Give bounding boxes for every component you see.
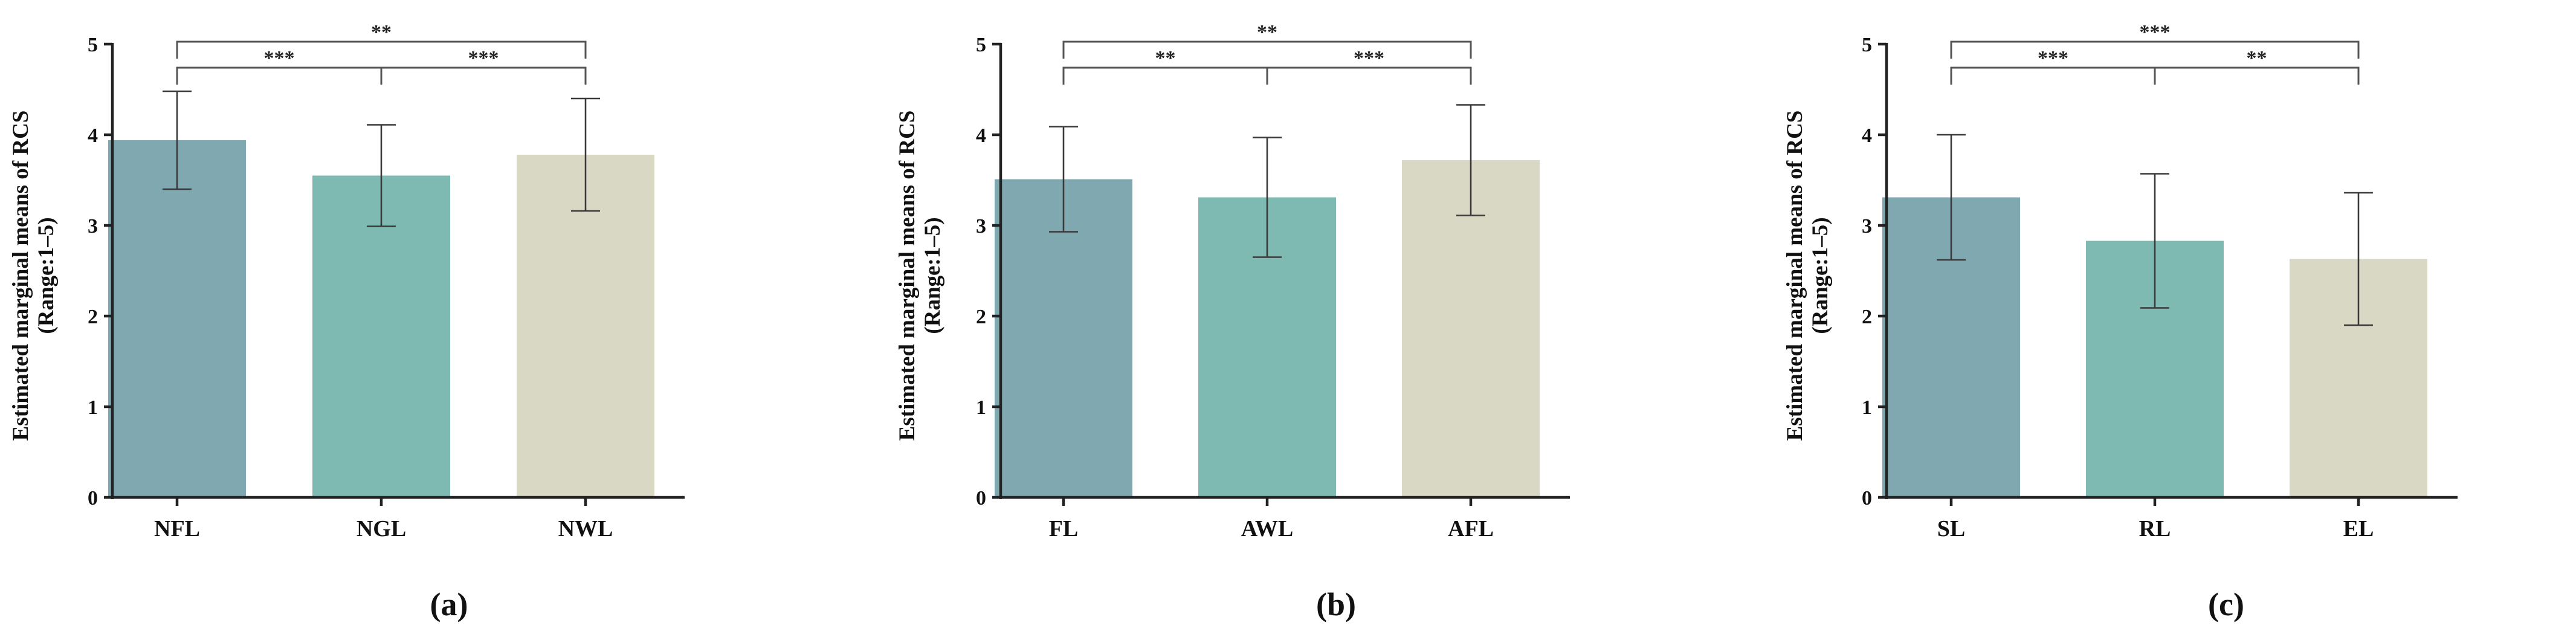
y-tick-label: 2	[1862, 306, 1872, 328]
y-tick-label: 3	[88, 215, 98, 238]
significance-bracket-line	[1266, 66, 1472, 85]
y-tick-label: 1	[976, 396, 986, 419]
significance-bracket-line	[176, 40, 587, 59]
y-axis-title-line2: (Range:1–5)	[1808, 217, 1833, 334]
significance-bracket-line	[176, 66, 383, 85]
significance-bracket-line	[380, 66, 587, 85]
chart-panel-2: 0 1 2 3 4 5 FL AWL AFL Estimated marginal means o…	[895, 21, 1570, 622]
panel-label: (a)	[430, 586, 468, 622]
error-bar-awl	[1253, 137, 1282, 258]
bar-afl	[1402, 160, 1540, 497]
significance-bracket: **	[1062, 47, 1268, 85]
error-bar-rl	[2140, 173, 2169, 309]
significance-bracket: ***	[176, 47, 383, 85]
y-axis-title-line2: (Range:1–5)	[34, 217, 59, 334]
significance-bracket-line	[1062, 40, 1472, 59]
y-tick-label: 4	[1862, 124, 1872, 147]
y-axis-title-line1: Estimated marginal means of RCS	[1783, 111, 1807, 441]
x-tick-label-awl: AWL	[1241, 516, 1294, 542]
significance-label: ***	[2140, 21, 2171, 44]
y-axis-title-line1: Estimated marginal means of RCS	[8, 111, 33, 441]
x-tick-label-fl: FL	[1049, 516, 1079, 542]
error-bar-nwl	[571, 97, 600, 212]
y-tick-label: 4	[976, 124, 986, 147]
significance-bracket: ***	[1950, 21, 2360, 59]
significance-label: **	[1257, 21, 1277, 44]
x-tick-label-nfl: NFL	[154, 516, 200, 542]
chart-panel-3: 0 1 2 3 4 5 SL RL EL Estimated marginal means of …	[1783, 21, 2458, 622]
significance-bracket-line	[2154, 66, 2360, 85]
x-tick-label-el: EL	[2343, 516, 2374, 542]
bar-ngl	[312, 175, 450, 497]
x-tick-label-afl: AFL	[1448, 516, 1494, 542]
y-tick-label: 1	[1862, 396, 1872, 419]
y-tick-label: 5	[88, 34, 98, 56]
error-bar-nfl	[163, 90, 192, 190]
error-bar-afl	[1456, 104, 1485, 216]
significance-label: ***	[2038, 47, 2068, 70]
significance-bracket-line	[1950, 66, 2156, 85]
significance-label: ***	[468, 47, 499, 70]
significance-label: **	[2247, 47, 2267, 70]
significance-bracket: ***	[1950, 47, 2156, 85]
y-axis-title-line2: (Range:1–5)	[920, 217, 945, 334]
y-tick-label: 0	[976, 487, 986, 509]
y-tick-label: 5	[1862, 34, 1872, 56]
significance-bracket-line	[1062, 66, 1268, 85]
y-tick-label: 5	[976, 34, 986, 56]
y-tick-label: 2	[976, 306, 986, 328]
significance-bracket: ***	[1266, 47, 1472, 85]
significance-bracket: ***	[380, 47, 587, 85]
significance-bracket: **	[2154, 47, 2360, 85]
x-tick-label-sl: SL	[1937, 516, 1965, 542]
chart-panel-1: 0 1 2 3 4 5 NFL NGL NWL Estimated marginal means …	[8, 21, 685, 622]
y-axis-title-line1: Estimated marginal means of RCS	[895, 111, 920, 441]
x-tick-label-nwl: NWL	[558, 516, 613, 542]
significance-bracket-line	[1950, 40, 2360, 59]
error-bar-el	[2344, 192, 2373, 326]
y-tick-label: 3	[976, 215, 986, 238]
significance-label: ***	[1354, 47, 1384, 70]
error-bar-ngl	[367, 124, 396, 227]
x-tick-label-rl: RL	[2139, 516, 2171, 542]
significance-label: **	[1155, 47, 1176, 70]
y-tick-label: 3	[1862, 215, 1872, 238]
bar-nfl	[108, 140, 246, 497]
panel-label: (c)	[2208, 586, 2244, 622]
y-tick-label: 4	[88, 124, 98, 147]
bar-nwl	[517, 155, 654, 497]
significance-label: **	[371, 21, 392, 44]
error-bar-fl	[1049, 126, 1078, 233]
x-tick-label-ngl: NGL	[357, 516, 406, 542]
significance-label: ***	[264, 47, 295, 70]
panel-label: (b)	[1316, 586, 1356, 622]
significance-bracket: **	[176, 21, 587, 59]
error-bar-sl	[1937, 134, 1966, 261]
y-tick-label: 0	[88, 487, 98, 509]
y-tick-label: 0	[1862, 487, 1872, 509]
significance-bracket: **	[1062, 21, 1472, 59]
y-tick-label: 1	[88, 396, 98, 419]
y-tick-label: 2	[88, 306, 98, 328]
